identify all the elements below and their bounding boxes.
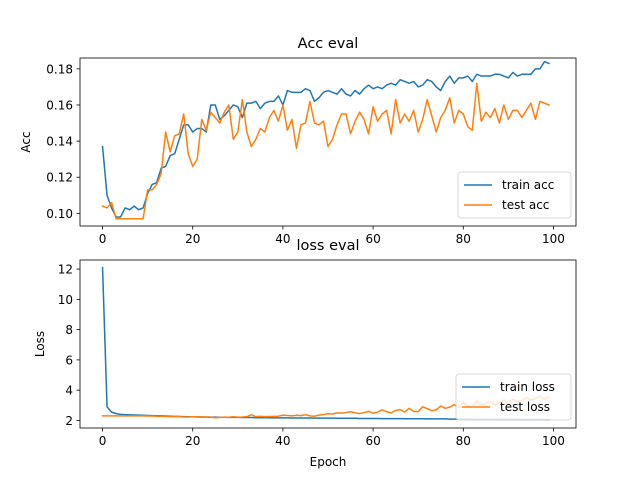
acc-x-tick-label: 60 xyxy=(365,232,380,246)
acc-legend-box xyxy=(457,171,572,219)
loss-y-tick-label: 12 xyxy=(58,263,73,277)
loss-x-tick-label: 60 xyxy=(365,434,380,448)
loss-x-tick-label: 0 xyxy=(99,434,107,448)
acc-chart-title: Acc eval xyxy=(298,36,359,52)
loss-x-tick-label: 80 xyxy=(456,434,471,448)
acc-y-tick-label: 0.10 xyxy=(46,207,73,221)
loss-legend: train loss test loss xyxy=(455,373,572,421)
acc-legend-test-label: test acc xyxy=(502,198,549,212)
loss-subplot: loss eval 0 20 40 60 80 100 2 4 6 8 10 12 Loss Epo… xyxy=(33,238,577,469)
acc-y-tick-label: 0.18 xyxy=(46,62,73,76)
loss-x-tick-label: 40 xyxy=(275,434,290,448)
acc-series-line-train xyxy=(101,60,550,218)
loss-x-ticks: 0 20 40 60 80 100 xyxy=(99,428,565,448)
acc-x-tick-label: 80 xyxy=(456,232,471,246)
loss-legend-test-label: test loss xyxy=(500,400,550,414)
acc-x-tick-label: 20 xyxy=(185,232,200,246)
loss-x-tick-label: 100 xyxy=(542,434,565,448)
acc-y-tick-label: 0.16 xyxy=(46,98,73,112)
acc-x-ticks: 0 20 40 60 80 100 xyxy=(99,226,565,246)
loss-y-tick-label: 10 xyxy=(58,293,73,307)
acc-x-tick-label: 100 xyxy=(542,232,565,246)
loss-y-tick-label: 8 xyxy=(65,323,73,337)
acc-series-line-test xyxy=(101,82,550,220)
acc-y-tick-label: 0.12 xyxy=(46,171,73,185)
loss-y-ticks: 2 4 6 8 10 12 xyxy=(58,263,80,428)
loss-x-axis-label: Epoch xyxy=(310,455,347,469)
acc-x-tick-label: 0 xyxy=(99,232,107,246)
loss-legend-box xyxy=(455,373,572,421)
acc-y-tick-label: 0.14 xyxy=(46,135,73,149)
loss-y-tick-label: 4 xyxy=(65,384,73,398)
acc-legend: train acc test acc xyxy=(457,171,572,219)
acc-axes-frame xyxy=(79,57,577,227)
loss-x-tick-label: 20 xyxy=(185,434,200,448)
acc-subplot: Acc eval 0 20 40 60 80 100 0.100.120.140.160.… xyxy=(19,36,577,246)
loss-y-tick-label: 6 xyxy=(65,353,73,367)
acc-x-tick-label: 40 xyxy=(275,232,290,246)
acc-y-ticks: 0.10 0.12 0.14 0.16 0.18 xyxy=(46,62,80,221)
loss-axes-frame xyxy=(79,259,577,429)
acc-lines xyxy=(101,60,550,220)
acc-y-axis-label: Acc xyxy=(19,131,33,152)
loss-chart-title: loss eval xyxy=(296,238,359,254)
loss-y-tick-label: 2 xyxy=(65,414,73,428)
acc-legend-train-label: train acc xyxy=(502,178,554,192)
loss-legend-train-label: train loss xyxy=(500,380,555,394)
loss-y-axis-label: Loss xyxy=(33,331,47,357)
